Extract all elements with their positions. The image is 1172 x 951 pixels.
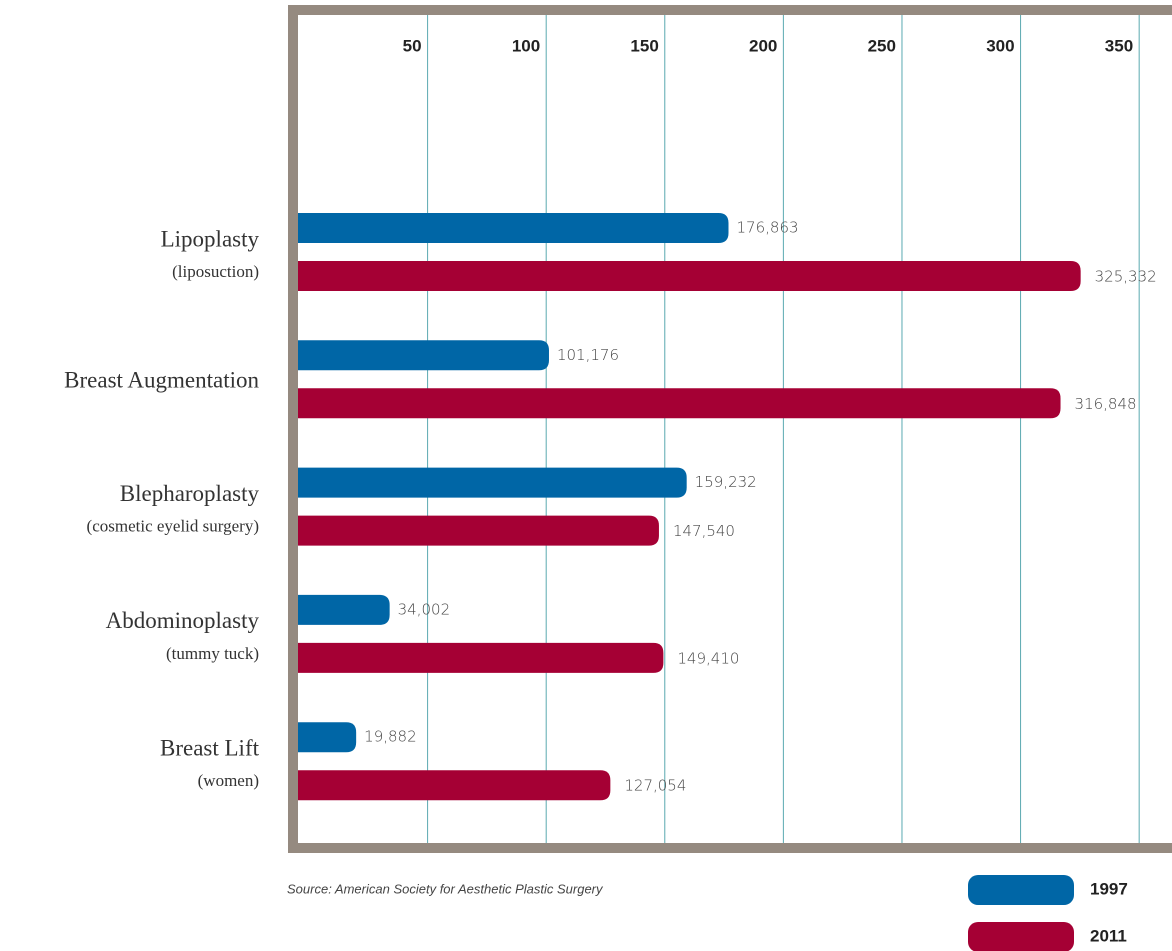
x-tick-label: 100 <box>512 36 540 55</box>
value-label: 127,054 <box>624 777 686 795</box>
bar <box>298 261 1081 291</box>
category-label: Breast Lift <box>160 735 260 760</box>
category-label: Lipoplasty <box>161 226 260 251</box>
bar <box>298 213 729 243</box>
plot-frame <box>288 5 1172 853</box>
bar <box>298 770 611 801</box>
bar <box>298 340 549 371</box>
category-label: Abdominoplasty <box>106 608 260 633</box>
x-tick-label: 350 <box>1105 36 1133 55</box>
value-label: 316,848 <box>1075 395 1137 413</box>
value-label: 159,232 <box>695 473 757 491</box>
x-tick-label: 50 <box>403 36 422 55</box>
legend-swatch <box>968 875 1074 905</box>
legend-label: 2011 <box>1090 926 1127 945</box>
bar <box>298 594 390 625</box>
category-note: (cosmetic eyelid surgery) <box>87 517 259 536</box>
bar <box>298 515 659 546</box>
value-label: 34,002 <box>398 600 451 618</box>
x-tick-label: 150 <box>630 36 658 55</box>
bar <box>298 642 664 673</box>
legend-label: 1997 <box>1090 879 1128 898</box>
category-label: Blepharoplasty <box>120 481 260 506</box>
bar <box>298 467 687 498</box>
category-note: (tummy tuck) <box>166 644 259 663</box>
value-label: 19,882 <box>364 728 417 746</box>
category-note: (liposuction) <box>172 262 259 281</box>
value-label: 325,332 <box>1095 268 1157 286</box>
bar <box>298 722 357 753</box>
value-label: 147,540 <box>673 522 735 540</box>
value-label: 149,410 <box>677 649 739 667</box>
bar <box>298 388 1061 419</box>
value-label: 176,863 <box>737 219 799 237</box>
legend-swatch <box>968 922 1074 951</box>
source: Source: American Society for Aesthetic P… <box>287 881 604 896</box>
category-label: Breast Augmentation <box>64 368 259 393</box>
value-label: 101,176 <box>557 346 619 364</box>
x-tick-label: 300 <box>986 36 1014 55</box>
x-tick-label: 250 <box>868 36 896 55</box>
category-note: (women) <box>198 771 259 790</box>
x-tick-label: 200 <box>749 36 777 55</box>
